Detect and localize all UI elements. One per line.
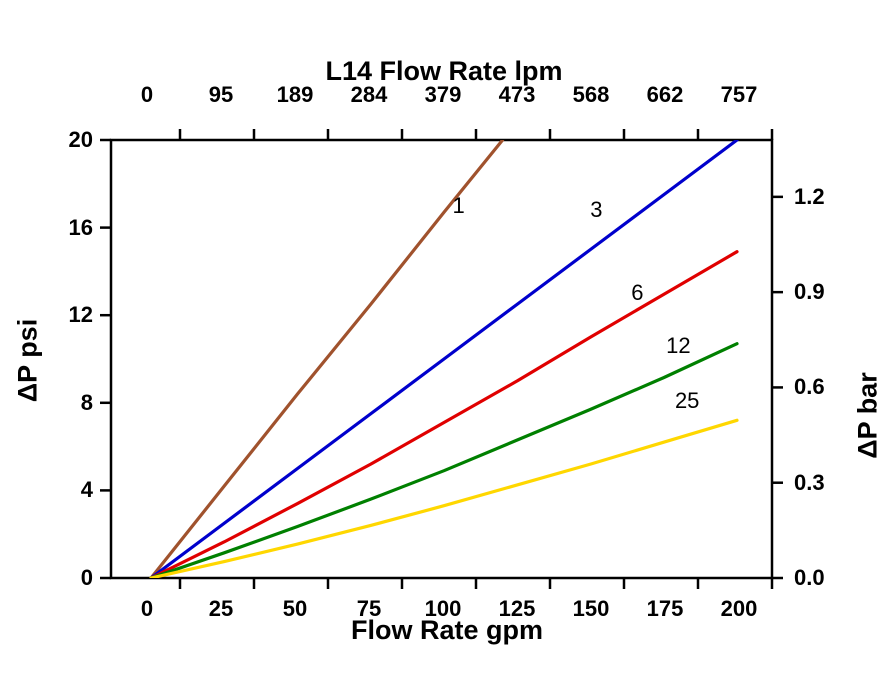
series-line-6 [149,250,739,578]
top-x-tick-label-0: 0 [140,82,154,107]
series-label-6: 6 [631,280,644,306]
y-tick-label-2: 8 [80,389,93,415]
top-x-tick-label-8: 757 [720,82,758,107]
top-x-tick-label-3: 284 [350,82,388,107]
y-tick-label-0: 0 [80,565,93,590]
top-x-tick-label-5: 473 [498,82,536,107]
series-label-12: 12 [666,332,691,358]
series-line-12 [149,342,739,578]
x-axis-title: Flow Rate gpm [350,615,543,645]
right-y-tick-label-0: 0.0 [794,565,825,590]
top-axis-title: L14 Flow Rate lpm [325,56,563,86]
series-line-25 [149,418,739,578]
top-x-tick-label-6: 568 [572,82,610,107]
top-x-tick-label-1: 95 [208,82,234,107]
x-tick-label-6: 150 [572,596,610,621]
series-label-1: 1 [452,192,465,218]
series-label-25: 25 [674,387,700,413]
y-tick-label-3: 12 [68,302,93,328]
top-x-tick-label-2: 189 [276,82,314,107]
series-label-3: 3 [590,197,603,223]
y-tick-label-1: 4 [80,477,93,503]
top-x-tick-label-4: 379 [424,82,462,107]
x-tick-label-5: 125 [498,596,536,621]
top-x-tick-label-7: 662 [646,82,684,107]
series-line-3 [149,140,739,578]
x-tick-label-2: 50 [282,596,308,621]
y-tick-label-5: 20 [68,127,93,152]
x-tick-label-1: 25 [208,596,234,621]
plot-frame [109,138,774,580]
x-tick-label-8: 200 [720,596,758,621]
right-y-tick-label-3: 0.9 [794,279,825,305]
x-tick-label-7: 175 [646,596,684,621]
series-line-1 [149,140,505,578]
right-y-tick-label-2: 0.6 [794,374,825,400]
x-tick-label-0: 0 [140,596,154,621]
y-tick-label-4: 16 [68,214,93,240]
right-y-tick-label-4: 1.2 [794,183,825,209]
x-tick-label-3: 75 [356,596,382,621]
x-tick-label-4: 100 [424,596,462,621]
right-y-tick-label-1: 0.3 [794,469,825,495]
